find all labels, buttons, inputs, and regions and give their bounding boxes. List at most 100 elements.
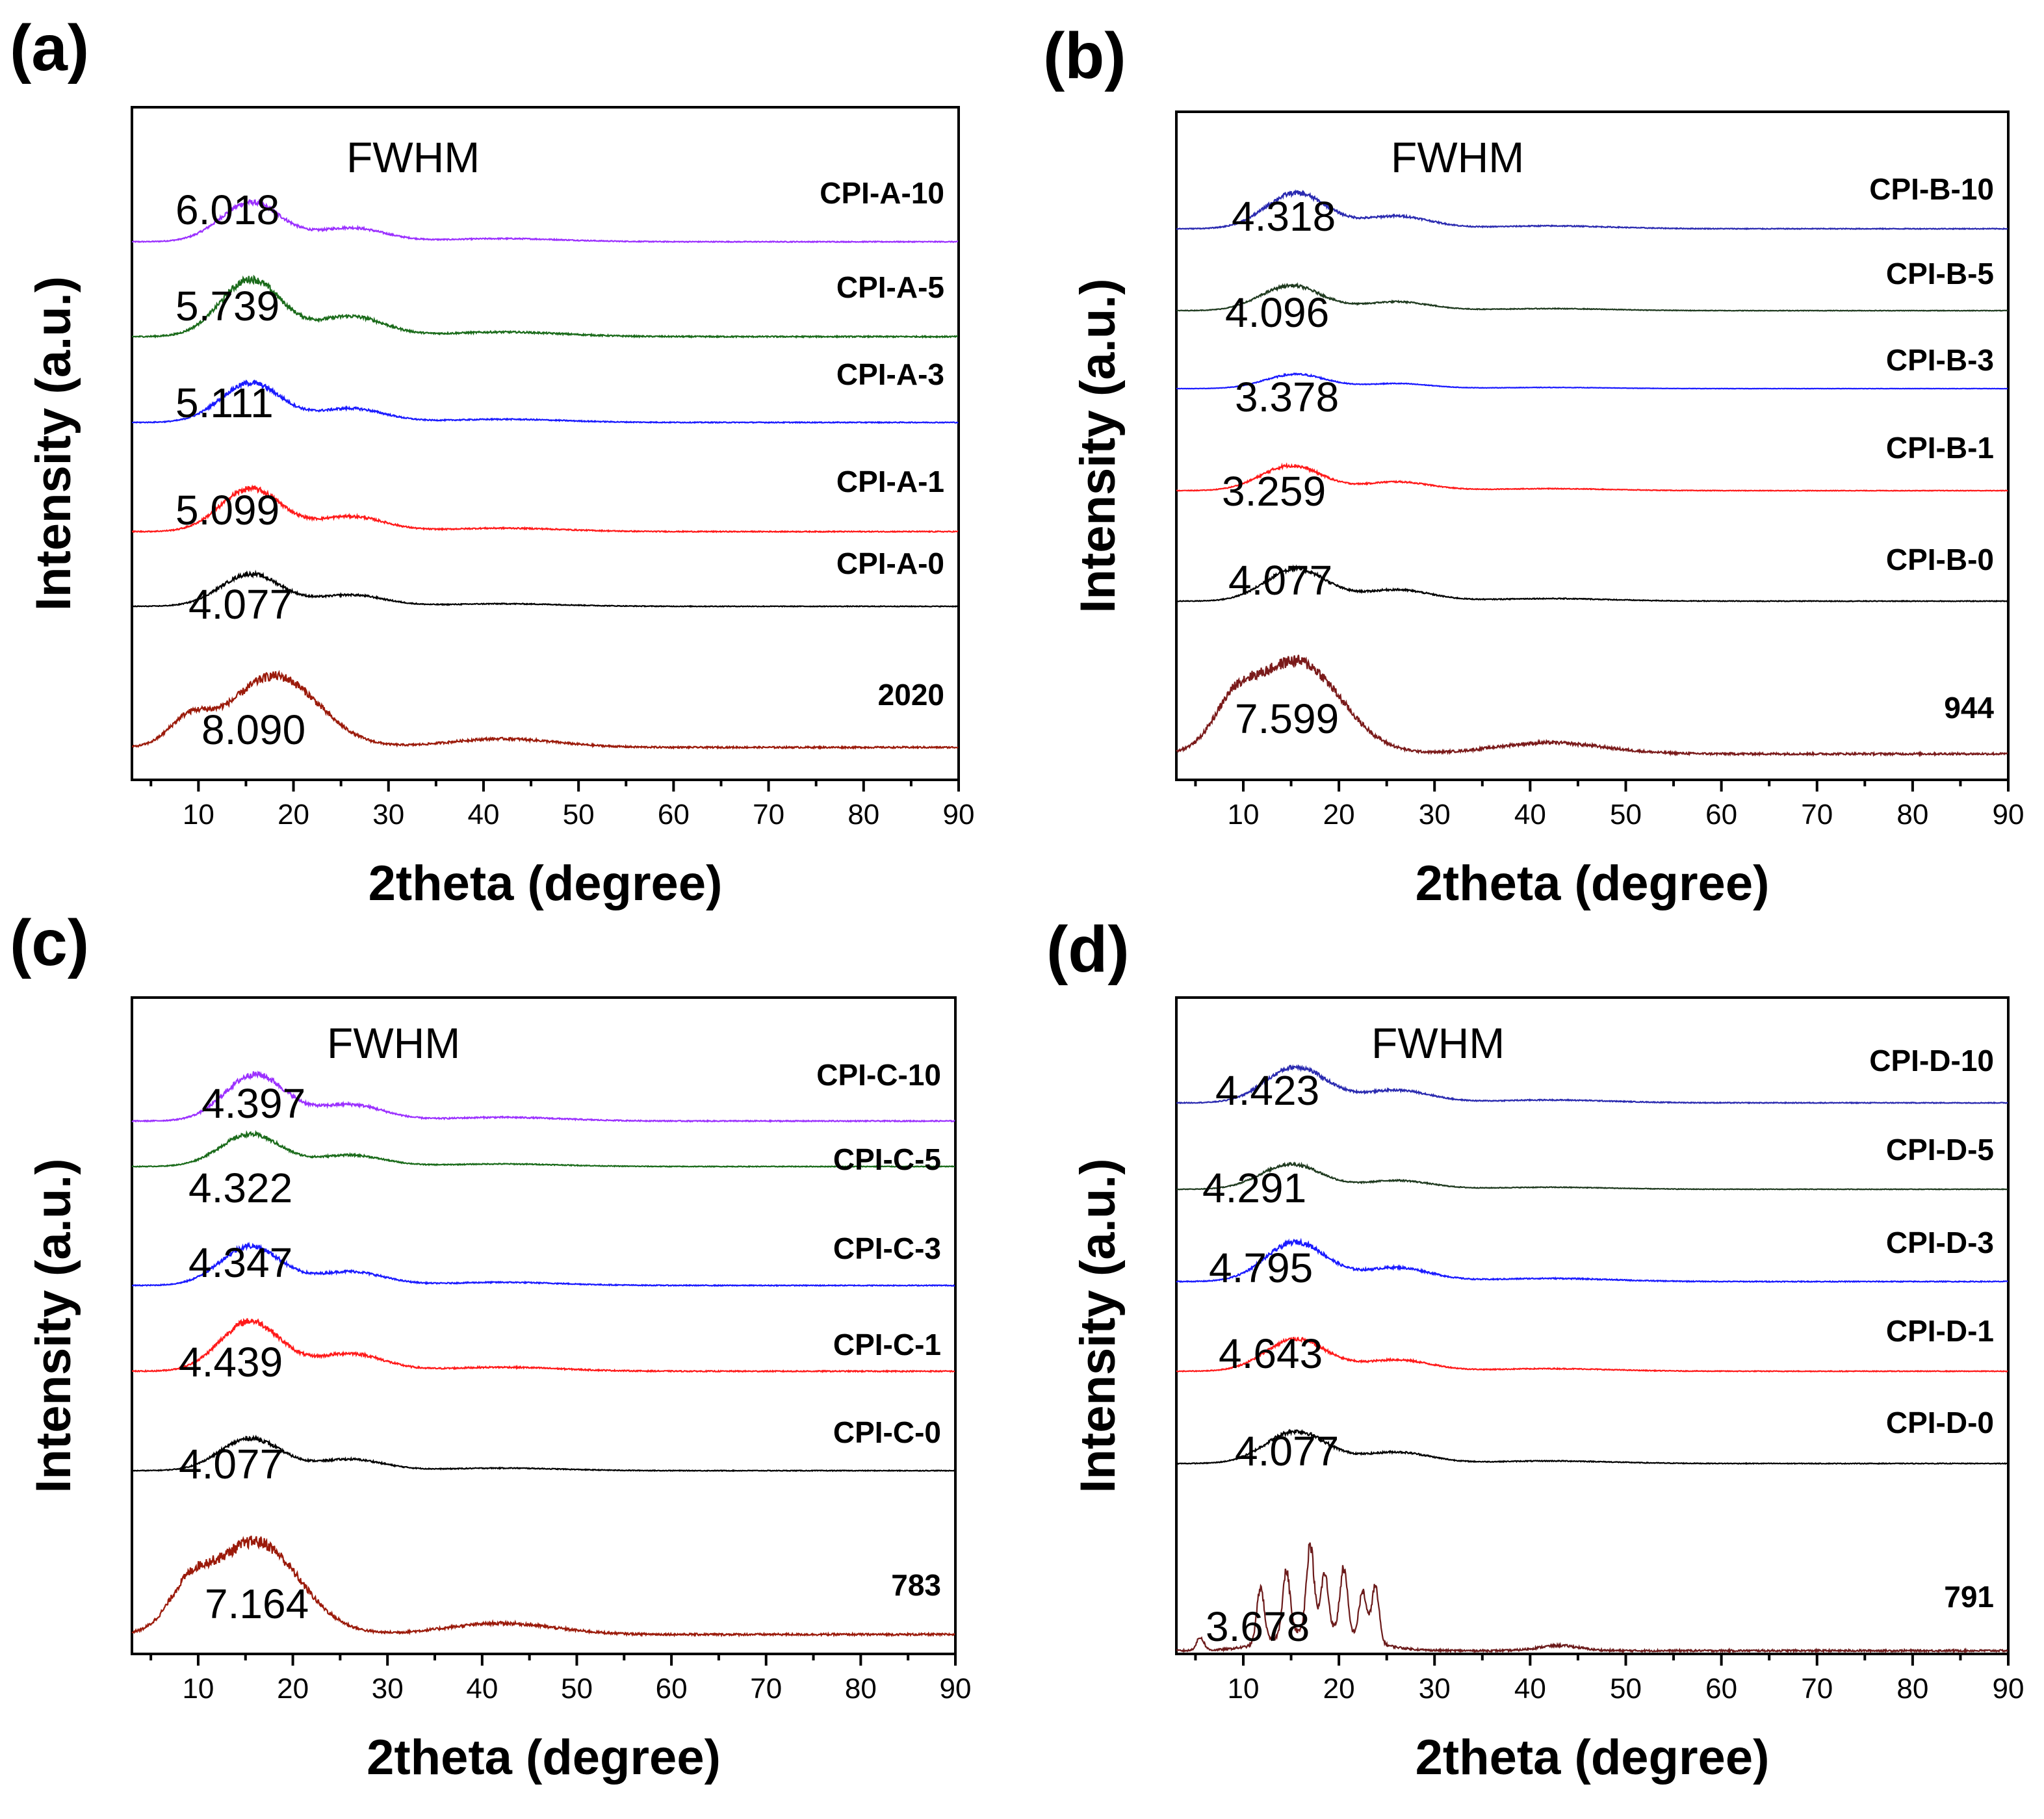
series-label: CPI-B-10	[1869, 172, 1994, 206]
panel-label: (c)	[10, 907, 89, 979]
series-line	[131, 1434, 955, 1473]
x-tick-label: 70	[753, 799, 784, 831]
series-label: CPI-C-0	[833, 1415, 941, 1449]
fwhm-value: 7.164	[205, 1580, 309, 1627]
x-axis-title: 2theta (degree)	[1416, 1730, 1770, 1785]
series-line	[131, 484, 959, 534]
x-tick-label: 30	[372, 1673, 404, 1705]
x-tick-label: 80	[1896, 1673, 1928, 1705]
series-line	[131, 569, 959, 608]
panel-c: (c) 10 20 30 40 50 60 70 80 90 2theta (degree) Inte…	[10, 907, 971, 1785]
fwhm-value: 5.739	[175, 283, 279, 329]
x-tick-label: 90	[1993, 799, 2025, 831]
panel-label: (b)	[1043, 19, 1126, 92]
x-tick-label: 60	[658, 799, 690, 831]
fwhm-value: 7.599	[1235, 695, 1339, 742]
x-tick-label: 20	[277, 1673, 309, 1705]
panel-label: (a)	[10, 12, 89, 84]
fwhm-annotation: FWHM	[346, 133, 480, 181]
series-label: CPI-D-3	[1886, 1226, 1994, 1259]
fwhm-value: 4.318	[1232, 193, 1336, 240]
fwhm-value: 4.077	[1228, 557, 1332, 604]
x-tick-label: 50	[561, 1673, 593, 1705]
series-label: CPI-A-1	[836, 465, 944, 498]
fwhm-value: 5.111	[175, 380, 274, 426]
fwhm-value: 3.378	[1235, 374, 1339, 420]
series-line	[1176, 1237, 2008, 1284]
x-tick-label: 50	[1610, 1673, 1642, 1705]
fwhm-value: 4.322	[188, 1165, 292, 1211]
x-tick-label: 40	[1514, 799, 1546, 831]
x-tick-label: 60	[1705, 799, 1737, 831]
x-tick-label: 20	[1323, 1673, 1355, 1705]
series-label: CPI-C-5	[833, 1142, 941, 1176]
series-label: CPI-D-1	[1886, 1314, 1994, 1348]
fwhm-value: 5.099	[175, 487, 279, 534]
series-label: CPI-B-5	[1886, 257, 1994, 290]
fwhm-value: 4.439	[179, 1339, 283, 1386]
x-tick-label: 10	[183, 799, 214, 831]
fwhm-annotation: FWHM	[1371, 1019, 1505, 1067]
fwhm-value: 4.096	[1225, 289, 1329, 336]
x-tick-label: 90	[940, 1673, 972, 1705]
fwhm-value: 6.018	[175, 187, 279, 233]
fwhm-value: 4.077	[179, 1441, 283, 1488]
x-tick-label: 60	[1705, 1673, 1737, 1705]
plot-frame	[1175, 110, 2010, 781]
fwhm-value: 8.090	[201, 706, 305, 753]
series-label: CPI-C-10	[816, 1058, 941, 1092]
series-label: CPI-A-10	[820, 176, 944, 210]
series-line	[131, 1535, 956, 1638]
x-tick-label: 60	[656, 1673, 688, 1705]
x-tick-label: 50	[563, 799, 595, 831]
x-tick-label: 10	[1228, 1673, 1260, 1705]
series-line	[131, 198, 959, 244]
series-label: 944	[1944, 691, 1994, 725]
series-line	[1176, 462, 2008, 492]
x-tick-label: 40	[1514, 1673, 1546, 1705]
series-line	[1176, 654, 2008, 758]
x-tick-label: 40	[466, 1673, 498, 1705]
x-tick-label: 10	[182, 1673, 214, 1705]
y-axis-title: Intensity (a.u.)	[1070, 278, 1126, 613]
series-label: CPI-B-1	[1886, 431, 1994, 465]
series-label: CPI-C-3	[833, 1232, 941, 1265]
fwhm-value: 4.397	[201, 1080, 305, 1127]
x-tick-label: 80	[1896, 799, 1928, 831]
x-axis-title: 2theta (degree)	[369, 856, 723, 911]
series-line	[1176, 564, 2008, 603]
plot-frame	[131, 106, 960, 781]
x-axis-title: 2theta (degree)	[1416, 856, 1770, 911]
fwhm-value: 4.423	[1215, 1067, 1319, 1114]
y-axis-title: Intensity (a.u.)	[1070, 1158, 1126, 1493]
x-tick-label: 90	[943, 799, 975, 831]
x-tick-label: 10	[1228, 799, 1260, 831]
x-tick-label: 70	[1801, 799, 1833, 831]
x-tick-label: 80	[845, 1673, 877, 1705]
fwhm-value: 4.795	[1209, 1245, 1313, 1291]
series-line	[131, 1129, 955, 1168]
x-tick-label: 90	[1993, 1673, 2025, 1705]
fwhm-value: 3.259	[1222, 468, 1326, 515]
series-label: CPI-A-3	[836, 357, 944, 391]
series-line	[1176, 1161, 2008, 1191]
series-label: CPI-B-3	[1886, 343, 1994, 377]
series-line	[1176, 372, 2008, 390]
x-tick-label: 20	[1323, 799, 1355, 831]
series-line	[131, 1241, 955, 1287]
series-line	[1176, 1428, 2008, 1465]
series-line	[131, 669, 959, 751]
fwhm-annotation: FWHM	[327, 1019, 460, 1067]
series-line	[131, 1070, 955, 1124]
panel-b: (b) 10 20 30 40 50 60 70 80 90 2theta (degree) Inte…	[1043, 19, 2024, 911]
x-tick-label: 80	[847, 799, 879, 831]
x-tick-label: 70	[1801, 1673, 1833, 1705]
x-axis-title: 2theta (degree)	[367, 1730, 721, 1785]
fwhm-value: 4.347	[188, 1239, 292, 1286]
x-tick-label: 30	[1419, 1673, 1451, 1705]
series-label: CPI-A-5	[836, 270, 944, 304]
fwhm-value: 4.077	[1235, 1428, 1339, 1475]
series-line	[131, 1318, 955, 1373]
series-line	[1176, 1064, 2008, 1105]
